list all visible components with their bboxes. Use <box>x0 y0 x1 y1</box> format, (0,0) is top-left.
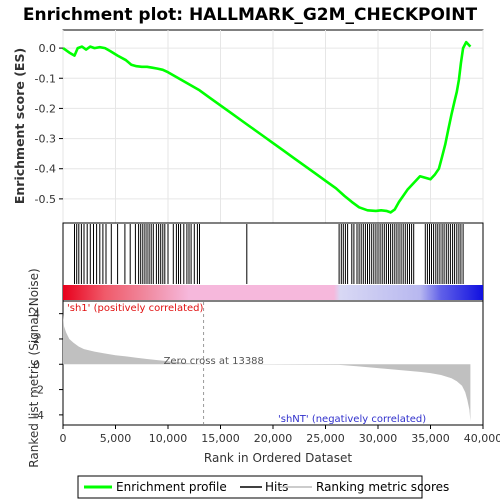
x-tick-label: 10,000 <box>149 432 188 445</box>
x-axis: 0 5,000 10,000 15,000 20,000 25,000 30,000 35,0… <box>60 425 500 445</box>
ranking-y-axis: 4 2 0 -2 -4 <box>33 308 63 422</box>
positive-correlation-label: 'sh1' (positively correlated) <box>67 303 204 314</box>
hits-panel <box>62 222 484 302</box>
legend-label-enrichment: Enrichment profile <box>116 480 227 494</box>
ranking-y-tick-label: -4 <box>33 409 44 422</box>
es-y-tick-label: -0.5 <box>35 193 56 206</box>
ranking-y-axis-label: Ranked list metric (Signal2Noise) <box>27 268 41 467</box>
ranking-metric-fill <box>63 313 471 422</box>
ranking-color-bar <box>63 285 483 300</box>
es-y-tick-label: -0.3 <box>35 133 56 146</box>
ranking-metric-area <box>63 313 471 422</box>
es-y-tick-label: 0.0 <box>39 42 57 55</box>
legend-label-hits: Hits <box>265 480 288 494</box>
ranking-y-tick-label: 4 <box>33 308 40 321</box>
chart-title: Enrichment plot: HALLMARK_G2M_CHECKPOINT <box>23 5 478 25</box>
es-y-axis-label: Enrichment score (ES) <box>12 48 27 204</box>
x-tick-label: 25,000 <box>306 432 345 445</box>
zero-cross-label: Zero cross at 13388 <box>164 356 264 367</box>
x-tick-label: 20,000 <box>254 432 293 445</box>
x-axis-label: Rank in Ordered Dataset <box>204 451 352 465</box>
x-tick-label: 15,000 <box>201 432 240 445</box>
ranking-y-tick-label: 2 <box>33 333 40 346</box>
ranking-y-tick-label: 0 <box>33 358 40 371</box>
es-grid <box>62 30 484 223</box>
es-y-tick-label: -0.4 <box>35 163 56 176</box>
enrichment-profile-line <box>62 40 472 214</box>
enrichment-profile <box>62 40 472 214</box>
hit-markers <box>74 224 464 284</box>
es-panel: 0.0 -0.1 -0.2 -0.3 -0.4 -0.5 Enrichment score… <box>12 29 484 224</box>
negative-correlation-label: 'shNT' (negatively correlated) <box>278 414 426 425</box>
x-tick-label: 35,000 <box>411 432 450 445</box>
x-tick-label: 40,000 <box>464 432 500 445</box>
legend: Enrichment profile Hits Ranking metric s… <box>77 475 449 499</box>
ranking-y-tick-label: -2 <box>33 384 44 397</box>
es-y-tick-label: -0.2 <box>35 102 56 115</box>
x-tick-label: 0 <box>60 432 67 445</box>
x-tick-label: 5,000 <box>100 432 132 445</box>
legend-label-ranking: Ranking metric scores <box>316 480 449 494</box>
x-tick-label: 30,000 <box>359 432 398 445</box>
ranking-panel: 4 2 0 -2 -4 Zero cross at 13388 'sh1' (posit… <box>27 268 484 468</box>
es-y-axis: 0.0 -0.1 -0.2 -0.3 -0.4 -0.5 <box>35 42 63 206</box>
es-y-tick-label: -0.1 <box>35 72 56 85</box>
